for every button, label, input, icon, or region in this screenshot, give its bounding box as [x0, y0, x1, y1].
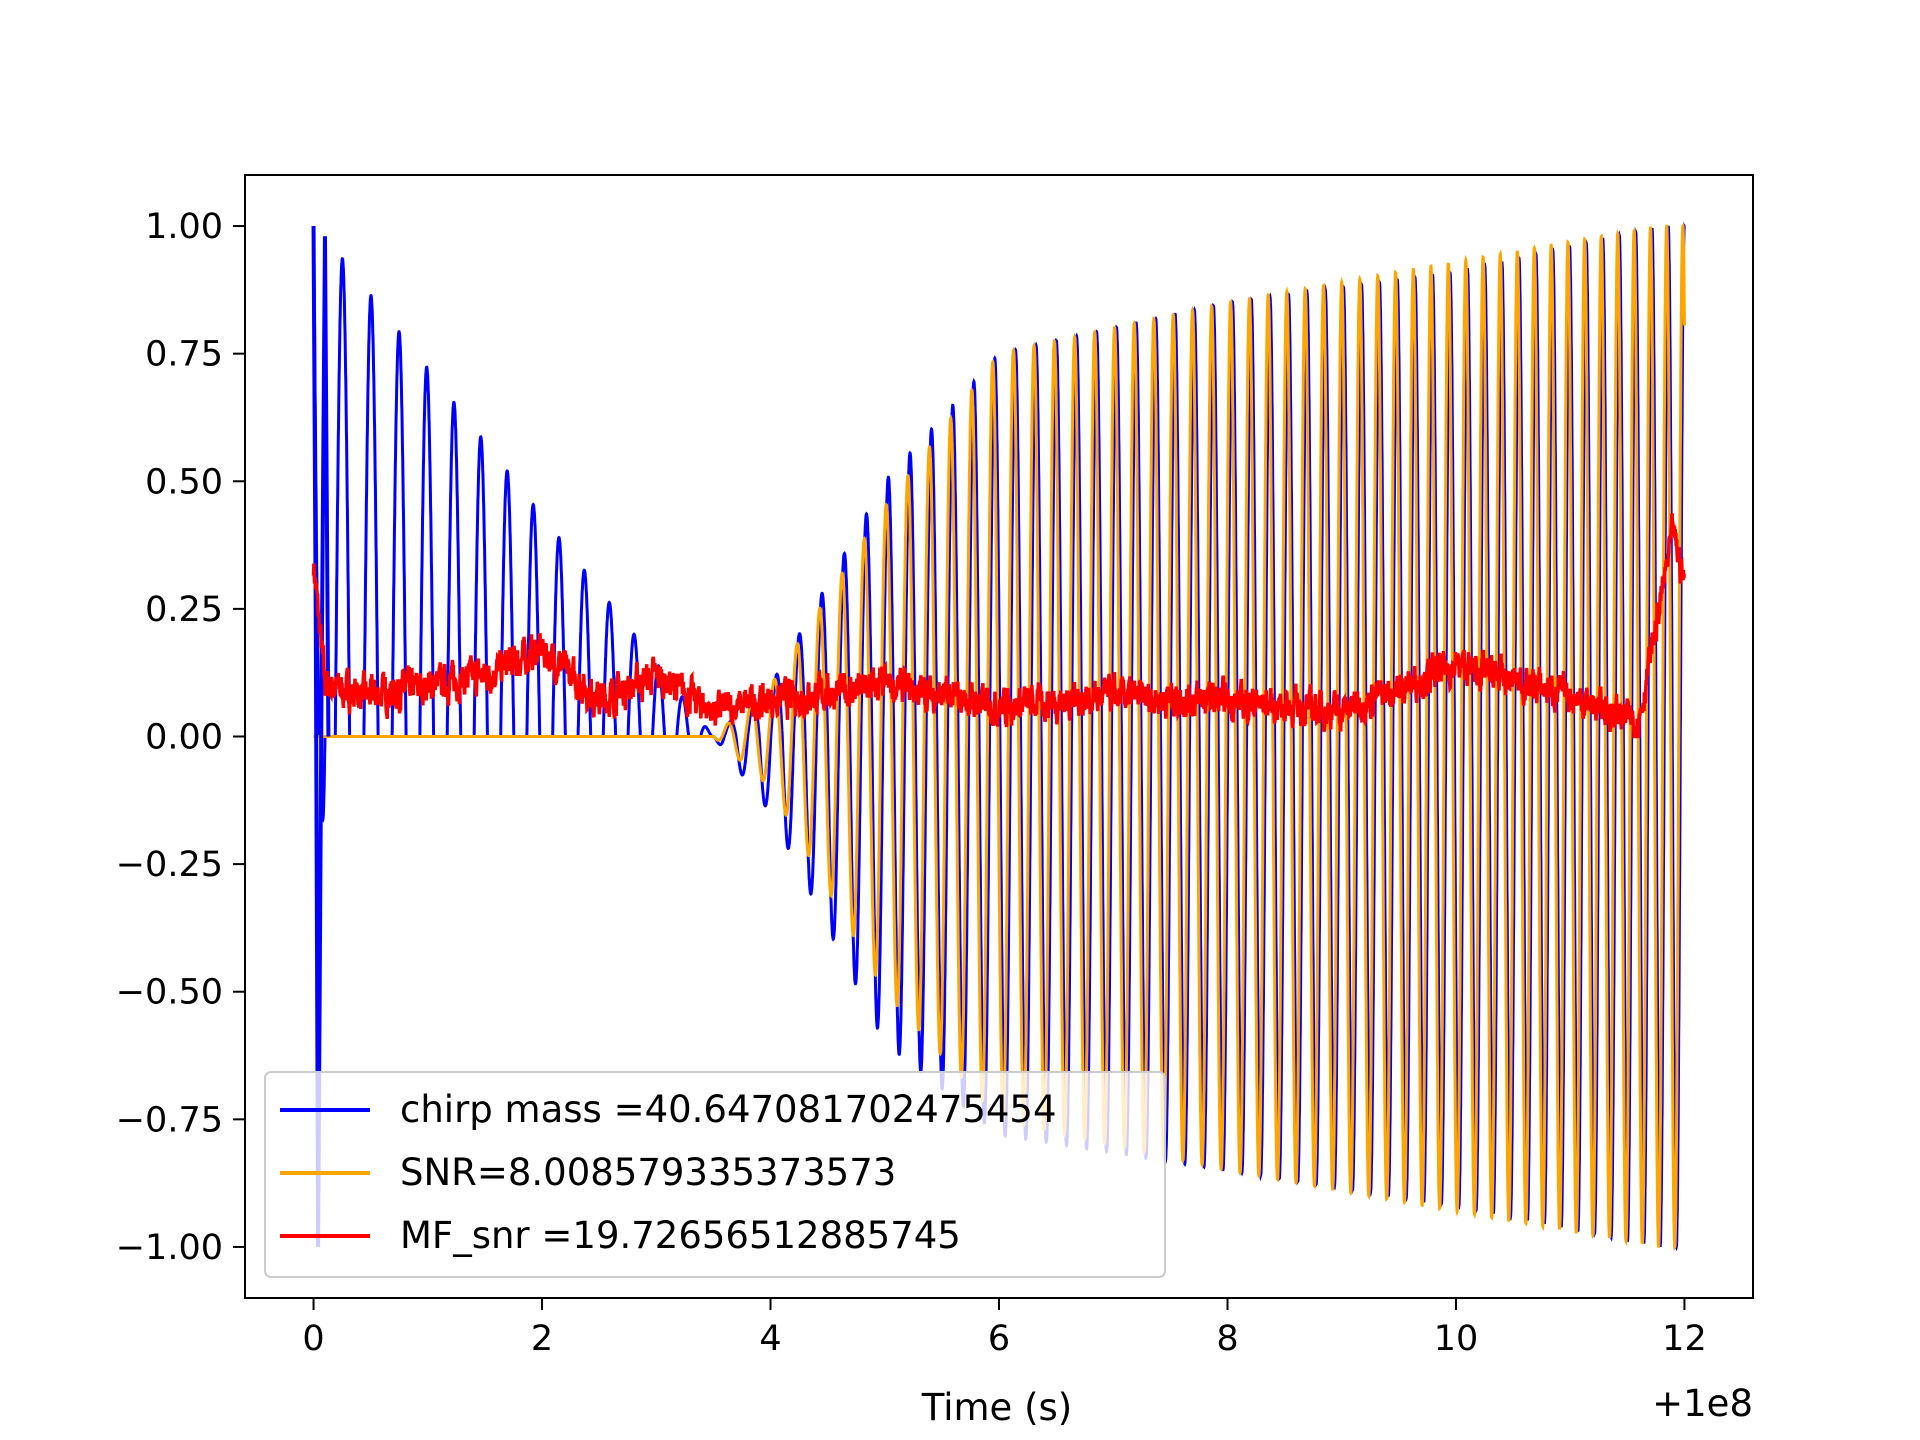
- legend-label-snr: SNR=8.008579335373573: [400, 1151, 896, 1194]
- y-tick-label: 0.00: [145, 718, 223, 758]
- legend: chirp mass =40.647081702475454 SNR=8.008…: [264, 1071, 1166, 1278]
- x-axis-label: Time (s): [921, 1386, 1072, 1429]
- y-tick-label: −0.25: [116, 845, 223, 885]
- x-tick-label: 10: [1434, 1319, 1479, 1359]
- series-layer: [311, 222, 1687, 1252]
- x-tick-label: 12: [1662, 1319, 1707, 1359]
- x-tick-label: 8: [1216, 1319, 1238, 1359]
- y-tick-label: −1.00: [116, 1228, 223, 1268]
- legend-box: [264, 1071, 1166, 1278]
- x-tick-label: 0: [302, 1319, 324, 1359]
- legend-label-mf-snr: MF_snr =19.72656512885745: [400, 1214, 961, 1257]
- y-tick-label: 0.25: [145, 590, 223, 630]
- y-axis: 1.00 0.75 0.50 0.25 0.00 −0.25 −0.50 −0.75 −1.00: [116, 207, 245, 1268]
- y-tick-label: 0.50: [145, 462, 223, 502]
- x-tick-label: 6: [988, 1319, 1010, 1359]
- y-tick-label: −0.50: [116, 973, 223, 1013]
- series-line-mf-snr: [311, 513, 1687, 739]
- y-tick-label: −0.75: [116, 1100, 223, 1140]
- x-axis-offset-label: +1e8: [1652, 1382, 1753, 1425]
- plot-area: [311, 222, 1687, 1252]
- series-line-snr: [313, 222, 1686, 1251]
- x-axis: 0 2 4 6 8 10 12: [302, 1298, 1707, 1359]
- y-tick-label: 0.75: [145, 335, 223, 375]
- x-tick-label: 4: [759, 1319, 781, 1359]
- legend-label-chirp-mass: chirp mass =40.647081702475454: [400, 1088, 1057, 1131]
- y-tick-label: 1.00: [145, 207, 223, 247]
- x-tick-label: 2: [531, 1319, 553, 1359]
